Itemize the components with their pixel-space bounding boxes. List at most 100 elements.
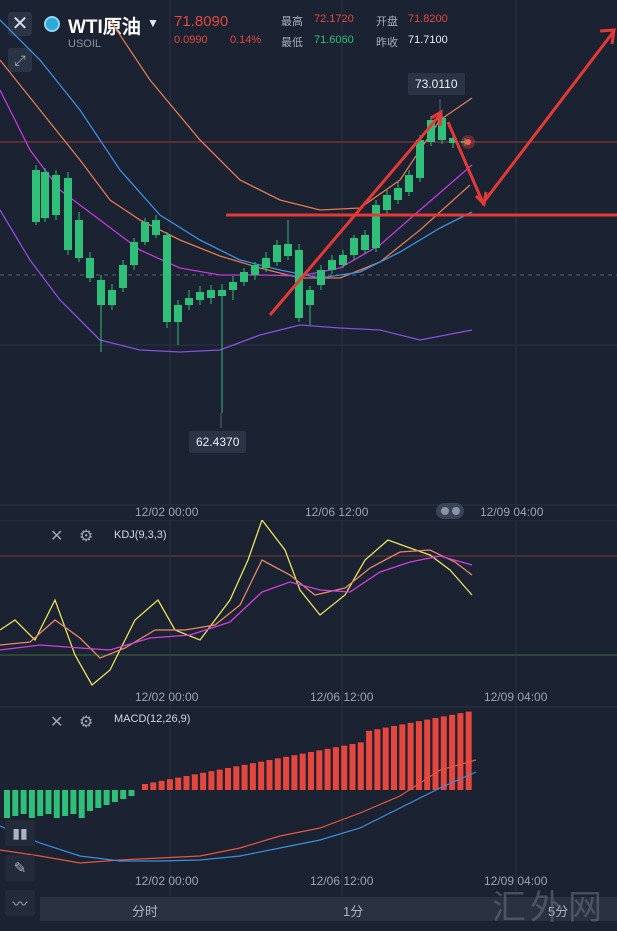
macd-histogram-bar bbox=[266, 760, 273, 790]
tab-5min[interactable]: 5分 bbox=[548, 904, 569, 919]
trend-arrow-head bbox=[430, 109, 443, 127]
macd-histogram-bar bbox=[150, 782, 157, 790]
draw-tool-button[interactable]: ✎ bbox=[5, 855, 35, 881]
candle bbox=[196, 292, 204, 300]
macd-histogram-bar bbox=[4, 790, 10, 818]
time-label: 12/06 12:00 bbox=[305, 505, 369, 519]
candle bbox=[130, 242, 138, 265]
macd-chart[interactable] bbox=[0, 708, 617, 896]
macd-histogram-bar bbox=[299, 753, 306, 790]
tab-timeshare[interactable]: 分时 bbox=[132, 904, 159, 919]
macd-histogram-bar bbox=[175, 777, 182, 790]
kdj-d-line bbox=[0, 555, 473, 651]
tab-1min[interactable]: 1分 bbox=[343, 904, 364, 919]
macd-histogram-bar bbox=[87, 790, 93, 811]
close-kdj-icon[interactable]: ✕ bbox=[50, 528, 64, 545]
bar-chart-icon: ▮▮ bbox=[12, 824, 28, 841]
time-label: 12/02 00:00 bbox=[135, 690, 199, 704]
expand-icon: ⤢ bbox=[14, 51, 26, 68]
macd-histogram-bar bbox=[399, 724, 406, 790]
macd-histogram-bar bbox=[53, 790, 60, 818]
timeframe-bar: 分时 1分 5分 bbox=[40, 897, 617, 921]
max-price-label: 73.0110 bbox=[408, 73, 465, 95]
macd-histogram-bar bbox=[457, 713, 464, 790]
kdj-j-line bbox=[0, 520, 473, 686]
candle bbox=[207, 290, 215, 298]
kdj-k-line bbox=[0, 549, 473, 659]
macd-histogram-bar bbox=[241, 764, 248, 790]
macd-histogram-bar bbox=[449, 714, 456, 790]
macd-histogram-bar bbox=[12, 790, 19, 816]
macd-histogram-bar bbox=[308, 752, 314, 790]
symbol-code: USOIL bbox=[68, 38, 102, 50]
macd-histogram-bar bbox=[183, 776, 190, 790]
low-value: 71.6060 bbox=[314, 34, 354, 46]
scroll-indicator[interactable] bbox=[436, 503, 464, 519]
macd-histogram-bar bbox=[45, 790, 52, 814]
min-price-label: 62.4370 bbox=[189, 431, 247, 453]
moving-average-line bbox=[0, 209, 473, 353]
chart-type-button[interactable]: 〰 bbox=[5, 890, 35, 916]
kdj-chart[interactable] bbox=[0, 520, 617, 708]
open-label: 开盘 bbox=[376, 16, 398, 28]
last-price: 71.8090 bbox=[174, 13, 229, 30]
symbol-name[interactable]: WTI原油 bbox=[68, 17, 141, 38]
macd-histogram-bar bbox=[191, 774, 198, 790]
macd-histogram-bar bbox=[28, 790, 35, 818]
caret-down-icon[interactable]: ▼ bbox=[147, 16, 159, 30]
time-label: 12/02 00:00 bbox=[135, 505, 199, 519]
open-value: 71.8200 bbox=[408, 13, 448, 25]
macd-histogram-bar bbox=[70, 790, 77, 814]
candle bbox=[32, 170, 40, 222]
macd-histogram-bar bbox=[415, 721, 422, 790]
candle bbox=[185, 298, 193, 305]
close-macd-icon[interactable]: ✕ bbox=[50, 714, 64, 731]
candle bbox=[405, 175, 413, 192]
indicator-button[interactable]: ▮▮ bbox=[5, 820, 35, 846]
macd-histogram-bar bbox=[316, 750, 323, 790]
high-value: 72.1720 bbox=[314, 13, 354, 25]
macd-histogram-bar bbox=[341, 745, 348, 790]
candle bbox=[229, 282, 237, 290]
macd-histogram-bar bbox=[274, 758, 281, 790]
candle bbox=[174, 305, 182, 322]
watermark: 汇外网 bbox=[492, 888, 606, 928]
price-change-pct: 0.14% bbox=[230, 34, 262, 46]
macd-histogram-bar bbox=[200, 772, 207, 790]
macd-dif-line bbox=[0, 759, 477, 864]
line-chart-icon: 〰 bbox=[12, 895, 28, 913]
settings-kdj-icon[interactable]: ⚙ bbox=[79, 528, 94, 545]
candle bbox=[262, 258, 270, 268]
forecast-arrow bbox=[446, 30, 616, 206]
candle bbox=[251, 265, 259, 275]
macd-histogram-bar bbox=[374, 729, 381, 790]
candle bbox=[86, 258, 94, 278]
time-label: 12/09 04:00 bbox=[480, 505, 544, 519]
candle bbox=[141, 222, 149, 242]
macd-histogram-bar bbox=[349, 744, 356, 790]
settings-macd-icon[interactable]: ⚙ bbox=[79, 714, 94, 731]
moving-average-line bbox=[0, 19, 473, 279]
macd-histogram-bar bbox=[391, 726, 397, 790]
fullscreen-button[interactable]: ⤢ bbox=[8, 48, 32, 72]
macd-histogram-bar bbox=[432, 718, 439, 790]
forecast-arrow-head-down bbox=[474, 191, 488, 208]
macd-histogram-bar bbox=[332, 747, 339, 790]
candle bbox=[427, 120, 435, 142]
candle bbox=[328, 260, 336, 270]
candlestick-chart[interactable] bbox=[0, 0, 617, 520]
candle bbox=[52, 175, 60, 215]
macd-histogram-bar bbox=[249, 763, 256, 790]
time-label: 12/06 12:00 bbox=[310, 690, 374, 704]
macd-histogram-bar bbox=[424, 719, 431, 790]
macd-histogram-bar bbox=[283, 756, 290, 790]
price-change: 0.0990 bbox=[174, 34, 208, 46]
candle bbox=[339, 255, 347, 265]
prev-close-value: 71.7100 bbox=[408, 34, 448, 46]
macd-histogram-bar bbox=[258, 761, 265, 790]
candle bbox=[273, 245, 281, 262]
last-price-dot bbox=[465, 139, 471, 145]
macd-histogram-bar bbox=[111, 790, 118, 802]
kdj-title: KDJ(9,3,3) bbox=[114, 529, 167, 541]
candle bbox=[240, 272, 248, 282]
